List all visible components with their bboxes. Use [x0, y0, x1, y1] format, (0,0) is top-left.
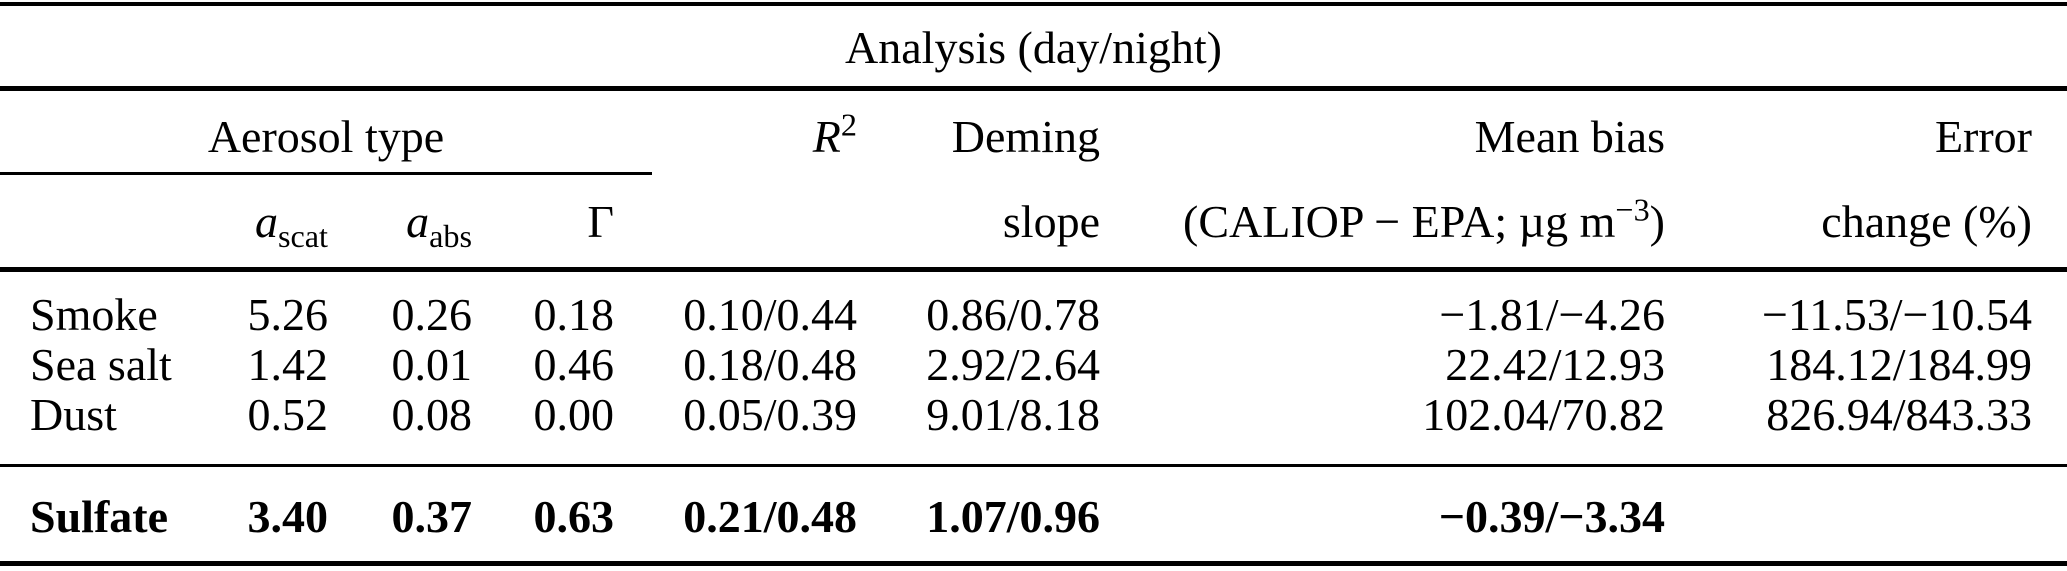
header-r2-superscript: 2 [840, 106, 857, 143]
header-a-scat-subscript: scat [277, 218, 328, 255]
header-mean-bias: Mean bias [1474, 111, 1665, 162]
header-a-scat-base: a [254, 196, 278, 247]
row-smoke-deming-slope: 0.86/0.78 [926, 289, 1100, 340]
header-error: Error [1934, 111, 2032, 162]
row-smoke-a-scat: 5.26 [247, 289, 329, 340]
row-dust-a-scat: 0.52 [247, 389, 329, 440]
mean-bias-unit-close-paren: ) [1649, 196, 1665, 247]
header-a-abs: aabs [406, 196, 472, 253]
row-dust-deming-slope: 9.01/8.18 [926, 389, 1100, 440]
sulfate-separator-rule [0, 464, 2067, 467]
row-dust-mean-bias: 102.04/70.82 [1422, 389, 1665, 440]
header-bottom-rule [0, 267, 2067, 272]
row-sulfate-label: Sulfate [30, 491, 168, 542]
header-aerosol-type-group: Aerosol type [207, 111, 445, 162]
row-smoke-r2: 0.10/0.44 [683, 289, 857, 340]
row-smoke-a-abs: 0.26 [391, 289, 473, 340]
row-sea-salt-mean-bias: 22.42/12.93 [1445, 339, 1665, 390]
mean-bias-unit-text: (CALIOP − EPA; µg m [1183, 196, 1616, 247]
header-slope: slope [1002, 196, 1100, 247]
row-sulfate-mean-bias: −0.39/−3.34 [1438, 491, 1665, 542]
row-sulfate-r2: 0.21/0.48 [683, 491, 857, 542]
row-smoke-label: Smoke [30, 289, 158, 340]
mean-bias-unit-exponent: −3 [1615, 191, 1650, 228]
table-title: Analysis (day/night) [845, 22, 1222, 73]
row-sea-salt-error-change: 184.12/184.99 [1766, 339, 2032, 390]
row-sea-salt-deming-slope: 2.92/2.64 [926, 339, 1100, 390]
row-smoke-error-change: −11.53/−10.54 [1762, 289, 2032, 340]
row-dust-error-change: 826.94/843.33 [1766, 389, 2032, 440]
header-gamma: Γ [587, 196, 614, 247]
header-top-rule [0, 86, 2067, 91]
top-rule [0, 2, 2067, 6]
header-deming: Deming [951, 111, 1100, 162]
row-sulfate-gamma: 0.63 [533, 491, 615, 542]
row-dust-gamma: 0.00 [533, 389, 615, 440]
row-sea-salt-a-abs: 0.01 [391, 339, 473, 390]
header-a-scat: ascat [254, 196, 328, 253]
row-sulfate-a-abs: 0.37 [391, 491, 473, 542]
bottom-rule [0, 561, 2067, 566]
row-sea-salt-gamma: 0.46 [533, 339, 615, 390]
row-sulfate-a-scat: 3.40 [247, 491, 329, 542]
row-smoke-gamma: 0.18 [533, 289, 615, 340]
header-r2-base: R [812, 111, 841, 162]
row-dust-a-abs: 0.08 [391, 389, 473, 440]
row-dust-label: Dust [30, 389, 117, 440]
aerosol-type-group-rule [0, 172, 652, 175]
row-smoke-mean-bias: −1.81/−4.26 [1439, 289, 1665, 340]
row-sulfate-deming-slope: 1.07/0.96 [926, 491, 1100, 542]
row-sea-salt-a-scat: 1.42 [247, 339, 329, 390]
row-dust-r2: 0.05/0.39 [683, 389, 857, 440]
header-r2: R2 [812, 109, 857, 162]
row-sea-salt-label: Sea salt [30, 339, 172, 390]
header-a-abs-subscript: abs [429, 218, 472, 255]
row-sea-salt-r2: 0.18/0.48 [683, 339, 857, 390]
header-error-unit: change (%) [1821, 196, 2032, 247]
header-mean-bias-unit: (CALIOP − EPA; µg m−3) [1183, 194, 1665, 247]
header-a-abs-base: a [406, 196, 430, 247]
